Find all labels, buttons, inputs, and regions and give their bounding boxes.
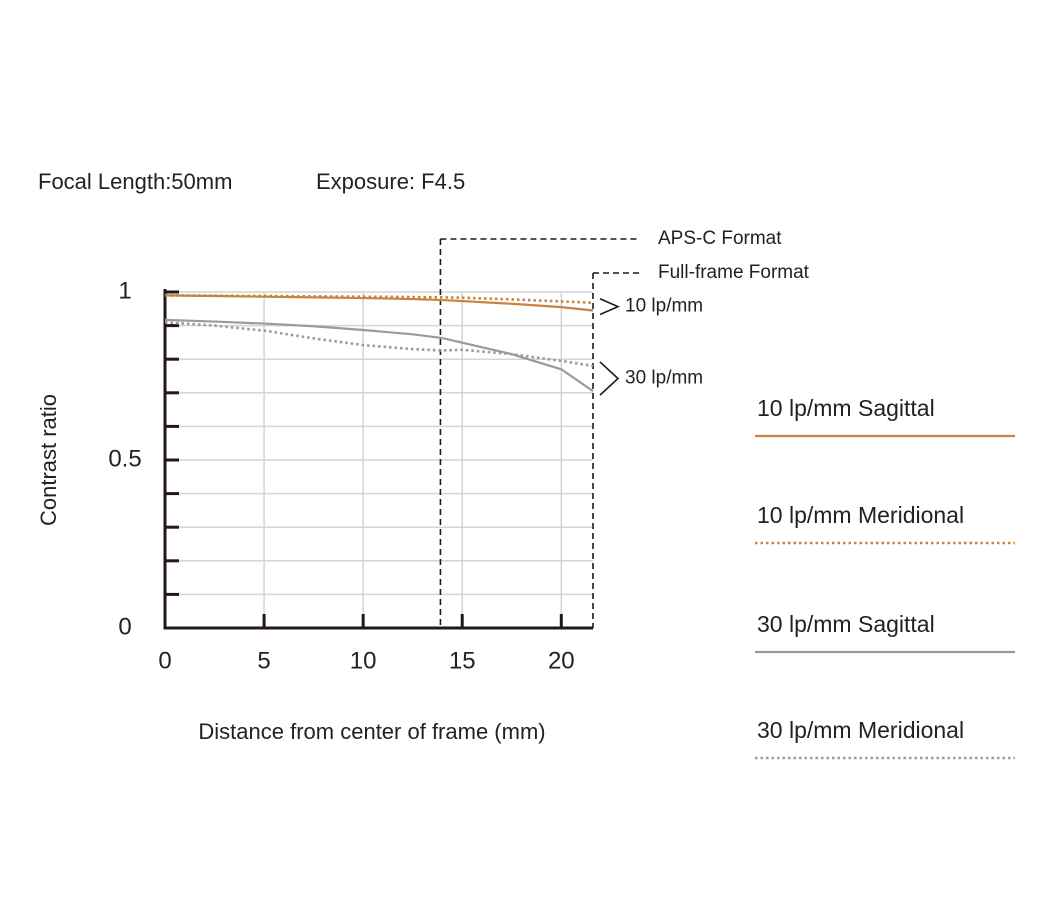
x-tick-label: 0 [158, 647, 171, 674]
x-tick-label: 15 [449, 647, 476, 674]
group-label: 30 lp/mm [625, 368, 703, 389]
series-line [164, 318, 594, 393]
x-tick-label: 20 [548, 647, 575, 674]
y-tick-label: 0 [118, 613, 131, 640]
group-label: 10 lp/mm [625, 296, 703, 317]
x-tick-label: 10 [350, 647, 377, 674]
chart-subtitle: Exposure: F4.5 [316, 169, 465, 194]
legend-label: 30 lp/mm Sagittal [757, 611, 935, 637]
bracket [599, 298, 620, 316]
legend-label: 10 lp/mm Sagittal [757, 395, 935, 421]
x-axis-label: Distance from center of frame (mm) [198, 719, 545, 744]
x-tick-label: 5 [257, 647, 270, 674]
legend-label: 10 lp/mm Meridional [757, 502, 964, 528]
y-axis-label: Contrast ratio [36, 394, 61, 526]
format-label: APS-C Format [658, 228, 782, 249]
series-line [164, 294, 594, 305]
y-tick-label: 1 [118, 277, 131, 304]
legend-label: 30 lp/mm Meridional [757, 717, 964, 743]
series-line [164, 294, 594, 312]
format-label: Full-frame Format [658, 262, 810, 283]
bracket [599, 361, 620, 396]
series-line [164, 320, 594, 368]
chart-title: Focal Length:50mm [38, 169, 232, 194]
y-tick-label: 0.5 [108, 445, 141, 472]
